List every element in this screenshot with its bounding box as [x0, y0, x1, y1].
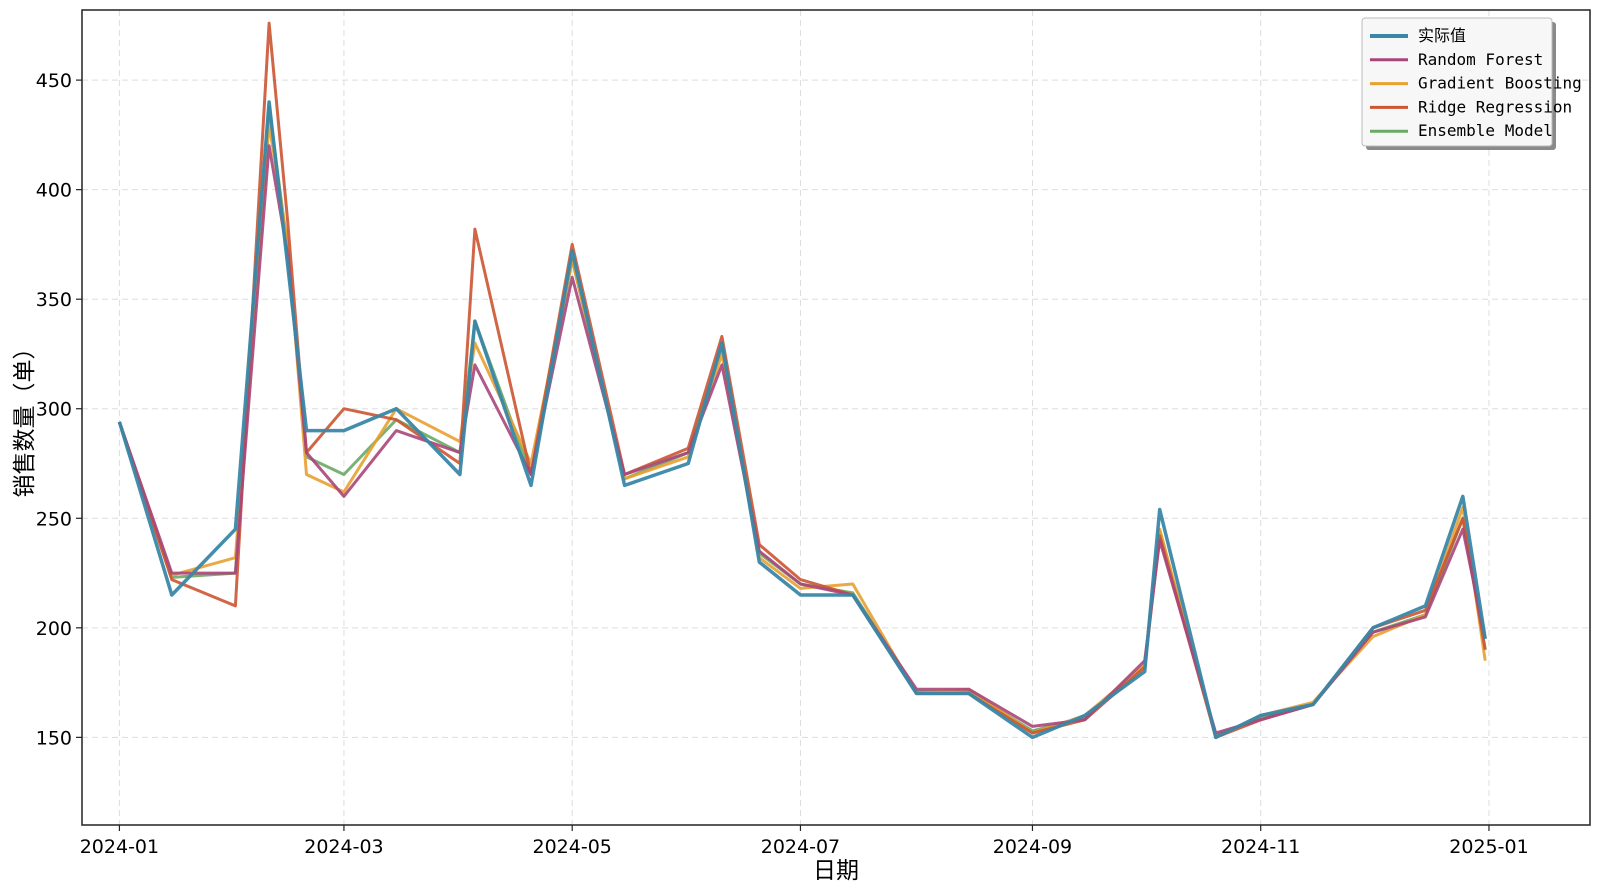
y-tick-label: 250: [36, 508, 72, 530]
legend-label: Ridge Regression: [1418, 97, 1572, 116]
y-axis: 150 200 250 300 350 400 450: [36, 70, 82, 749]
x-axis-label: 日期: [813, 858, 859, 884]
x-tick-label: 2024-07: [761, 836, 840, 858]
x-tick-label: 2024-09: [993, 836, 1072, 858]
y-axis-label: 销售数量（单）: [12, 337, 38, 498]
legend-items: 实际值 Random Forest Gradient Boosting Ridge R…: [1370, 26, 1582, 140]
legend-box: [1361, 17, 1553, 147]
x-tick-label: 2024-05: [532, 836, 611, 858]
y-tick-label: 450: [36, 70, 72, 92]
x-tick-label: 2024-11: [1221, 836, 1300, 858]
legend-label: Random Forest: [1418, 50, 1543, 69]
y-tick-label: 150: [36, 727, 72, 749]
series-layer: [117, 21, 1487, 740]
series-line-random-forest: [117, 144, 1487, 735]
series-line-ridge-regression: [117, 21, 1487, 739]
x-tick-label: 2024-03: [304, 836, 383, 858]
y-tick-label: 400: [36, 180, 72, 202]
y-tick-label: 300: [36, 399, 72, 421]
legend-label: 实际值: [1418, 26, 1466, 45]
y-tick-label: 350: [36, 289, 72, 311]
legend-label: Gradient Boosting: [1418, 74, 1582, 93]
x-axis: 2024-01 2024-03 2024-05 2024-07 2024-09 2024-…: [80, 825, 1529, 858]
legend: 实际值 Random Forest Gradient Boosting Ridge R…: [1361, 17, 1582, 150]
legend-label: Ensemble Model: [1418, 121, 1553, 140]
series-line-actual: [117, 100, 1487, 740]
x-tick-label: 2025-01: [1449, 836, 1528, 858]
y-tick-label: 200: [36, 618, 72, 640]
x-tick-label: 2024-01: [80, 836, 159, 858]
series-line-ensemble-model: [117, 104, 1487, 737]
plot-frame: [81, 9, 1591, 826]
